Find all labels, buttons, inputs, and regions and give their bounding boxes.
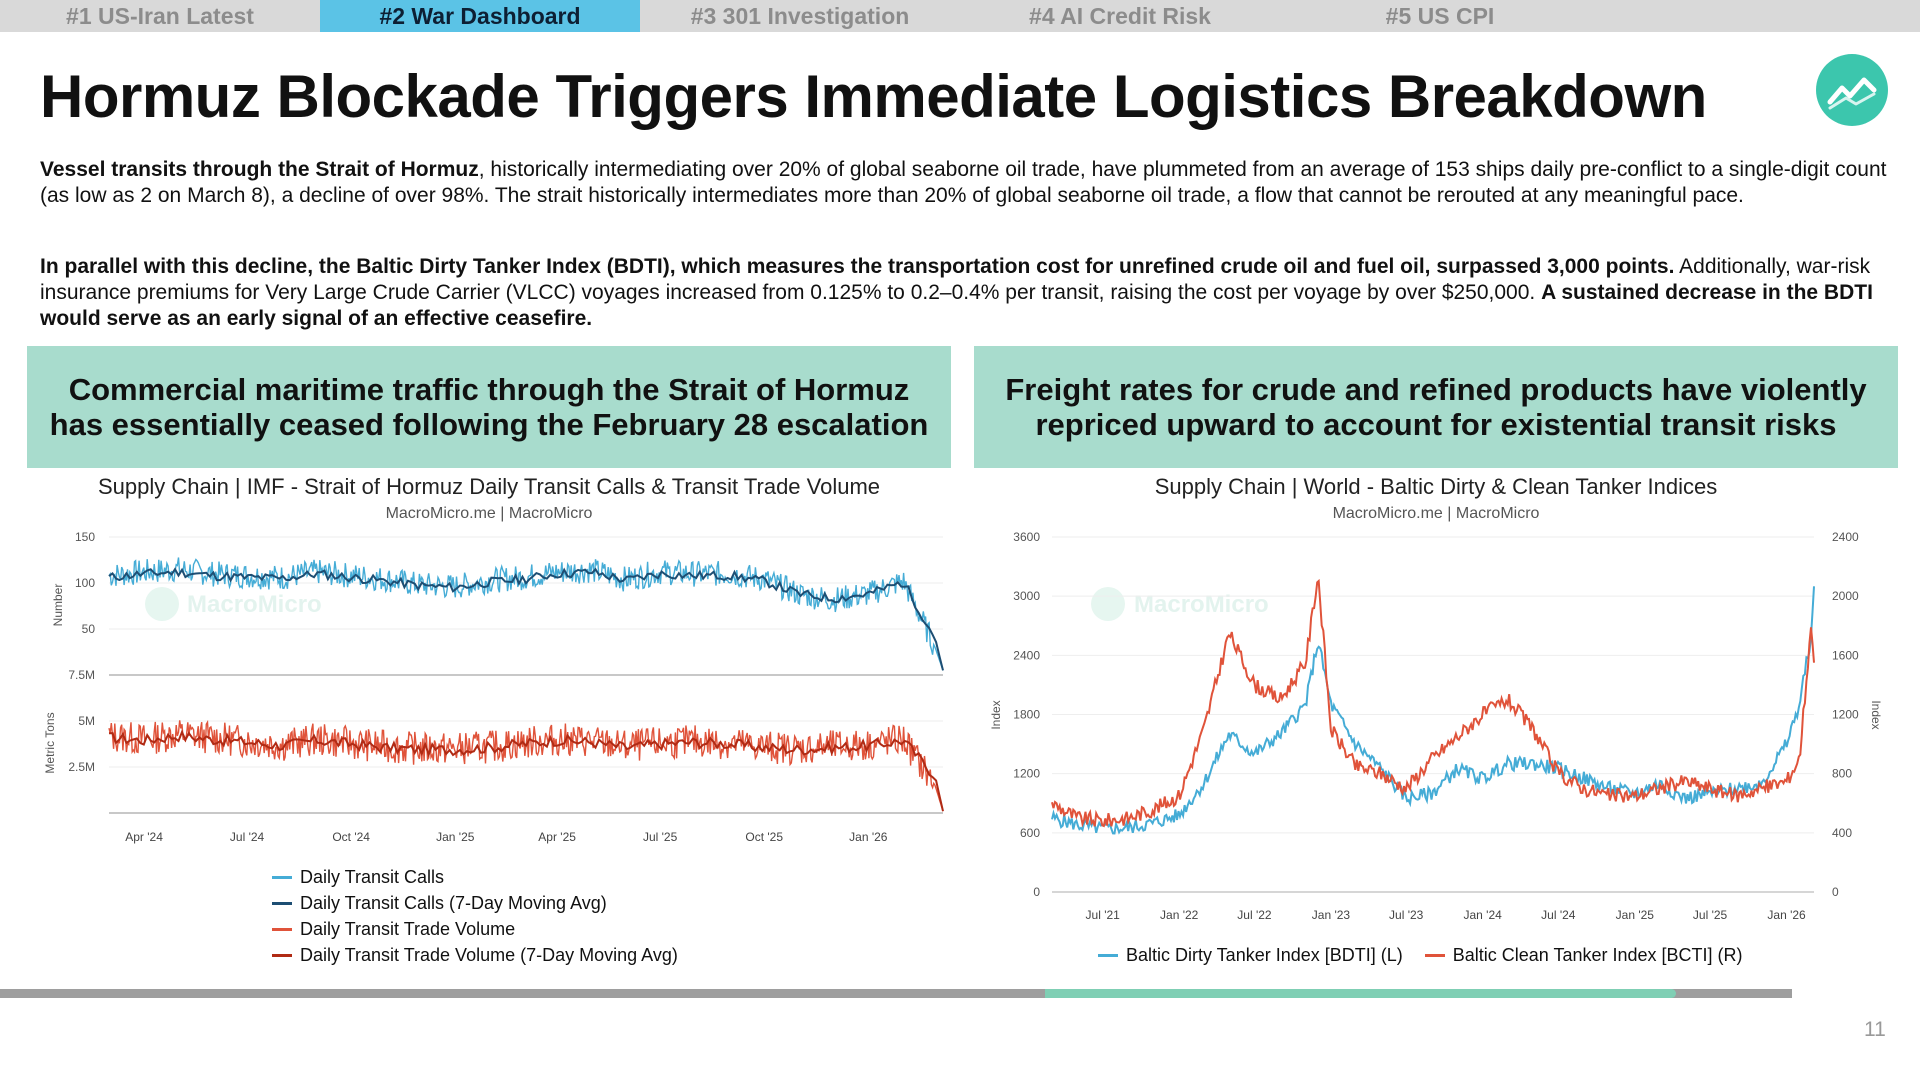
legend-item-volume-ma[interactable]: Daily Transit Trade Volume (7-Day Moving…	[272, 942, 678, 968]
legend-item-volume[interactable]: Daily Transit Trade Volume	[272, 916, 678, 942]
legend-item-calls[interactable]: Daily Transit Calls	[272, 864, 678, 890]
legend-label-volume-ma: Daily Transit Trade Volume (7-Day Moving…	[300, 944, 678, 965]
legend-label-calls-ma: Daily Transit Calls (7-Day Moving Avg)	[300, 892, 607, 913]
page-number: 11	[1864, 1018, 1886, 1041]
y-tick-label-right: 400	[1832, 826, 1852, 840]
bdti-paragraph: In parallel with this decline, the Balti…	[40, 254, 1890, 332]
x-tick-label: Jul '24	[1541, 908, 1576, 922]
legend-swatch-volume-ma	[272, 953, 292, 957]
slide-progress-fill	[1044, 989, 1676, 998]
y-tick-label-volume: 2.5M	[68, 760, 95, 774]
legend-label-bdti: Baltic Dirty Tanker Index [BDTI] (L)	[1126, 944, 1403, 965]
bdti-bold-end: A sustained decrease in the BDTI would s…	[40, 281, 1873, 330]
x-tick-label: Apr '25	[538, 830, 576, 844]
left-headline-panel: Commercial maritime traffic through the …	[27, 346, 951, 468]
watermark-text: MacroMicro	[187, 591, 322, 618]
intro-paragraph: Vessel transits through the Strait of Ho…	[40, 157, 1890, 209]
x-tick-label: Jan '26	[849, 830, 888, 844]
x-tick-label: Jan '22	[1160, 908, 1199, 922]
left-chart-source: MacroMicro.me | MacroMicro	[385, 505, 593, 522]
series-daily-transit-calls-ma	[108, 567, 944, 671]
left-chart-legend: Daily Transit Calls Daily Transit Calls …	[272, 864, 678, 968]
legend-swatch-calls-ma	[272, 901, 292, 905]
tab-3[interactable]: #3 301 Investigation	[690, 3, 910, 29]
bdti-bold: In parallel with this decline, the Balti…	[40, 255, 1675, 278]
y-tick-label-left: 600	[1020, 826, 1040, 840]
watermark-logo	[1091, 587, 1125, 621]
legend-label-volume: Daily Transit Trade Volume	[300, 918, 516, 939]
left-chart-title: Supply Chain | IMF - Strait of Hormuz Da…	[97, 474, 881, 499]
legend-item-bdti[interactable]: Baltic Dirty Tanker Index [BDTI] (L)	[1098, 943, 1403, 967]
x-tick-label: Jan '26	[1767, 908, 1806, 922]
y-tick-label-right: 800	[1832, 767, 1852, 781]
y-tick-label-right: 2000	[1832, 589, 1859, 603]
intro-bold: Vessel transits through the Strait of Ho…	[40, 158, 479, 181]
y-tick-label-left: 2400	[1013, 648, 1040, 662]
x-tick-label: Jan '25	[436, 830, 475, 844]
x-tick-label: Jul '21	[1086, 908, 1121, 922]
y-tick-label-left: 1200	[1013, 767, 1040, 781]
y-tick-label-right: 1200	[1832, 708, 1859, 722]
x-tick-label: Jul '24	[230, 830, 265, 844]
x-tick-label: Jul '25	[643, 830, 678, 844]
x-tick-label: Jul '25	[1693, 908, 1728, 922]
x-tick-label: Oct '25	[745, 830, 783, 844]
slide-progress-bar	[0, 989, 1792, 998]
y-axis-title-calls: Number	[51, 584, 65, 627]
y-tick-label-right: 0	[1832, 885, 1839, 899]
page-title: Hormuz Blockade Triggers Immediate Logis…	[40, 63, 1707, 130]
watermark-logo	[145, 587, 179, 621]
y-tick-label-left: 3000	[1013, 589, 1040, 603]
legend-item-bcti[interactable]: Baltic Clean Tanker Index [BCTI] (R)	[1424, 943, 1743, 967]
legend-label-bcti: Baltic Clean Tanker Index [BCTI] (R)	[1452, 944, 1743, 965]
watermark-text: MacroMicro	[1134, 591, 1269, 618]
x-tick-label: Oct '24	[332, 830, 370, 844]
series-daily-transit-volume-ma	[108, 729, 944, 812]
hormuz-transit-chart: MacroMicro 50 100 150 2.5M 5M 7.5M Number Metric…	[43, 530, 944, 844]
x-tick-label: Jul '22	[1237, 908, 1272, 922]
intro-text: , historically intermediating over 20% o…	[40, 158, 1887, 207]
tab-bar: #1 US-Iran Latest #2 War Dashboard #3 301 …	[0, 0, 1920, 32]
y-tick-label-calls: 100	[75, 576, 95, 590]
chart-trend-icon	[1816, 54, 1888, 126]
x-tick-label: Apr '24	[125, 830, 163, 844]
y-tick-label-left: 0	[1033, 885, 1040, 899]
tab-1[interactable]: #1 US-Iran Latest	[66, 3, 254, 29]
x-tick-label: Jan '23	[1312, 908, 1351, 922]
left-headline: Commercial maritime traffic through the …	[49, 372, 929, 442]
x-tick-label: Jan '25	[1616, 908, 1655, 922]
tab-2[interactable]: #2 War Dashboard	[320, 0, 640, 32]
legend-item-calls-ma[interactable]: Daily Transit Calls (7-Day Moving Avg)	[272, 890, 678, 916]
legend-swatch-bcti	[1424, 953, 1445, 957]
y-tick-label-volume: 5M	[78, 714, 95, 728]
y-axis-title-right: Index	[1869, 700, 1883, 729]
y-tick-label-right: 2400	[1832, 530, 1859, 544]
legend-swatch-volume	[272, 927, 292, 931]
tanker-indices-chart: MacroMicro 0 600 1200 1800 2400 3000 3600 0 400 80…	[989, 530, 1883, 922]
series-daily-transit-volume	[108, 719, 944, 812]
legend-label-calls: Daily Transit Calls	[300, 866, 445, 887]
y-tick-label-left: 3600	[1013, 530, 1040, 544]
y-tick-label-calls: 150	[75, 530, 95, 544]
bdti-text: Additionally, war-risk insurance premium…	[40, 255, 1871, 304]
x-tick-label: Jul '23	[1389, 908, 1424, 922]
right-chart-legend: Baltic Dirty Tanker Index [BDTI] (L) Bal…	[1098, 943, 1743, 967]
y-tick-label-calls: 50	[82, 622, 96, 636]
tab-4[interactable]: #4 AI Credit Risk	[1029, 3, 1211, 29]
y-axis-title-volume: Metric Tons	[43, 712, 57, 773]
y-tick-label-right: 1600	[1832, 648, 1859, 662]
series-bdti	[1051, 586, 1815, 835]
right-chart-title: Supply Chain | World - Baltic Dirty & Cl…	[1154, 474, 1718, 499]
legend-swatch-bdti	[1098, 953, 1118, 957]
right-headline-panel: Freight rates for crude and refined prod…	[974, 346, 1898, 468]
series-bcti	[1051, 578, 1815, 828]
right-chart-source: MacroMicro.me | MacroMicro	[1332, 505, 1540, 522]
x-tick-label: Jan '24	[1464, 908, 1503, 922]
y-tick-label-volume: 7.5M	[68, 668, 95, 682]
tab-5[interactable]: #5 US CPI	[1385, 3, 1495, 29]
y-axis-title-left: Index	[989, 700, 1003, 729]
legend-swatch-calls	[272, 875, 292, 879]
right-headline: Freight rates for crude and refined prod…	[1005, 372, 1867, 442]
y-tick-label-left: 1800	[1013, 708, 1040, 722]
